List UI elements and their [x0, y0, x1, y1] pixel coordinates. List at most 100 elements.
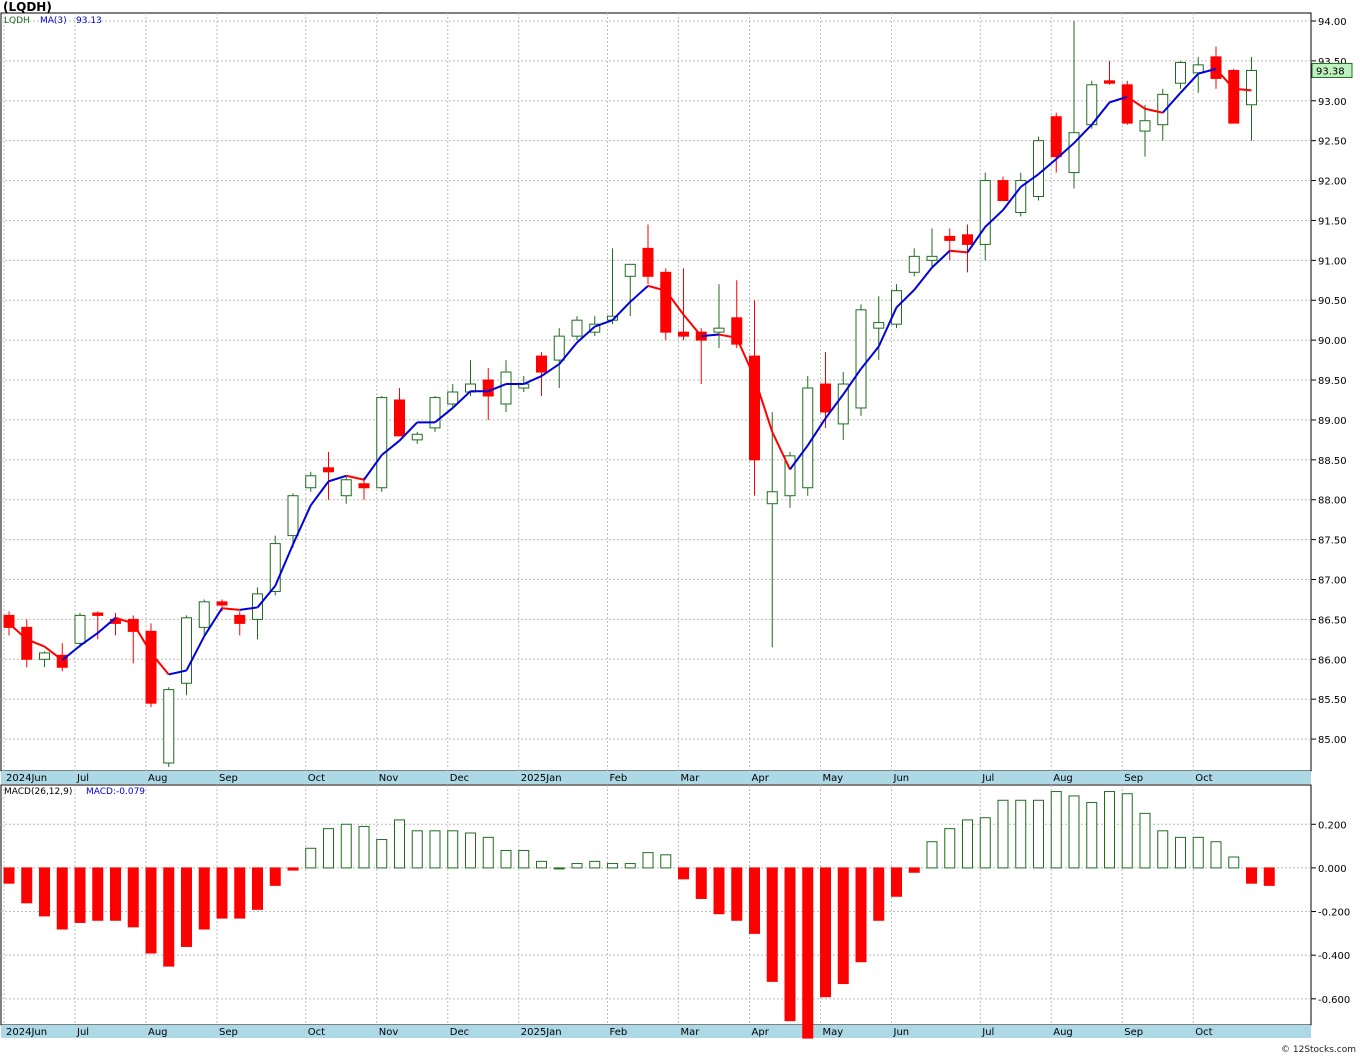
macd-bar: [269, 867, 281, 886]
price-legend-symbol: LQDH: [4, 16, 30, 26]
candle-body: [323, 467, 334, 473]
macd-time-axis-strip: [1, 1025, 1311, 1038]
candle-body: [660, 271, 672, 333]
candle-body: [926, 255, 938, 261]
macd-bar: [447, 830, 459, 869]
candle-body: [979, 180, 991, 245]
macd-bar: [1210, 841, 1222, 869]
macd-bar: [891, 867, 902, 897]
price-x-tick-label: Aug: [148, 773, 168, 784]
macd-bar: [127, 867, 139, 928]
macd-bar: [979, 817, 991, 869]
macd-bar: [820, 867, 831, 998]
candle-body: [1121, 84, 1133, 124]
price-x-tick-label: Apr: [752, 773, 770, 784]
ma3-segment: [789, 444, 809, 470]
price-x-tick-label: Aug: [1053, 773, 1073, 784]
ma3-segment: [274, 544, 294, 587]
ma3-segment: [611, 301, 631, 321]
candle-body: [358, 483, 370, 489]
macd-bar: [731, 867, 743, 921]
price-y-tick-label: 85.50: [1318, 695, 1347, 706]
ma3-segment: [452, 390, 472, 409]
macd-bar: [908, 867, 920, 873]
candle-body: [837, 383, 849, 425]
ma3-segment: [185, 635, 206, 671]
candle-body: [784, 455, 796, 497]
candle-body: [1104, 80, 1115, 84]
price-y-tick-label: 92.00: [1318, 177, 1347, 188]
candle-body: [163, 689, 175, 764]
ma3-segment: [1215, 68, 1235, 90]
ma3-segment: [43, 645, 63, 661]
price-x-tick-label: Jul: [76, 773, 89, 784]
price-x-tick-label: Jul: [981, 773, 994, 784]
price-y-tick-label: 87.00: [1318, 576, 1347, 587]
macd-bar: [536, 860, 547, 869]
price-y-tick-label: 93.00: [1318, 97, 1347, 108]
macd-bar: [589, 860, 601, 869]
macd-bar: [234, 867, 246, 919]
macd-bar: [749, 867, 760, 934]
candle-body: [571, 319, 583, 337]
macd-bar: [429, 830, 441, 869]
ma3-segment: [842, 368, 862, 395]
macd-bar: [837, 867, 849, 985]
macd-x-tick-label: Mar: [681, 1027, 701, 1038]
candle-body: [908, 255, 920, 273]
macd-bar: [1263, 867, 1275, 886]
macd-bar: [1192, 836, 1204, 869]
macd-bar: [500, 849, 512, 869]
macd-x-tick-label: Feb: [610, 1027, 628, 1038]
ma3-segment: [594, 319, 613, 328]
candle-body: [145, 630, 157, 704]
macd-bar: [305, 847, 317, 869]
macd-bar: [39, 867, 50, 917]
candle-body: [553, 335, 565, 361]
price-y-tick-label: 88.00: [1318, 496, 1347, 507]
macd-bar: [1139, 812, 1151, 869]
price-x-tick-label: Nov: [379, 773, 399, 784]
macd-x-tick-label: 2024Jun: [6, 1027, 47, 1038]
ma3-segment: [487, 383, 507, 393]
macd-bar: [713, 867, 725, 915]
macd-bar: [252, 867, 263, 910]
candle-body: [305, 475, 317, 489]
macd-bar: [287, 867, 299, 871]
ma3-segment: [8, 622, 28, 641]
macd-bar: [1015, 799, 1027, 869]
macd-x-tick-label: Jul: [981, 1027, 994, 1038]
candle-body: [1050, 116, 1062, 158]
ma3-segment: [1073, 124, 1093, 144]
macd-bar: [340, 823, 352, 869]
macd-bar: [163, 867, 175, 967]
ma3-segment: [398, 421, 418, 442]
ma3-segment: [701, 333, 720, 338]
ma3-segment: [61, 644, 81, 661]
last-price-label: 93.38: [1316, 66, 1345, 77]
price-x-tick-label: Oct: [1195, 773, 1212, 784]
candle-body: [500, 371, 512, 405]
ma3-segment: [735, 337, 756, 379]
macd-bar: [181, 867, 192, 947]
candle-body: [997, 180, 1009, 202]
candle-body: [92, 612, 104, 616]
candle-body: [678, 331, 689, 337]
candle-body: [820, 383, 831, 413]
ma3-segment: [1233, 87, 1252, 92]
candle-body: [429, 397, 441, 429]
ma3-segment: [966, 226, 987, 253]
candle-body: [855, 309, 867, 409]
ma3-segment: [895, 289, 915, 309]
macd-bar: [784, 867, 796, 1022]
candle-body: [21, 626, 33, 660]
macd-bar: [92, 867, 104, 921]
macd-x-tick-label: Nov: [379, 1027, 399, 1038]
macd-bar: [1068, 795, 1080, 869]
ma3-segment: [718, 333, 737, 339]
ma3-segment: [363, 454, 383, 481]
ma3-segment: [877, 307, 898, 347]
macd-bar: [962, 819, 973, 869]
ma3-segment: [629, 285, 649, 303]
ma3-segment: [1090, 101, 1111, 126]
